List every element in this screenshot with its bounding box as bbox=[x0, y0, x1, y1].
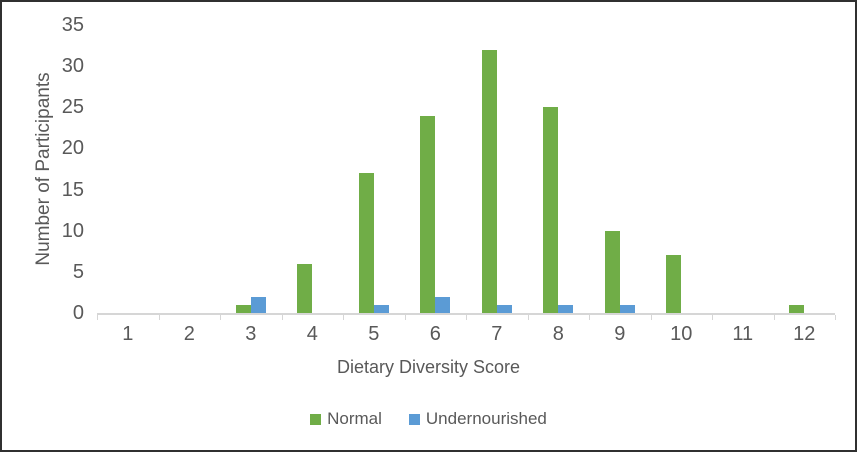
bar-undernourished-8 bbox=[558, 304, 574, 313]
x-axis-tick-mark bbox=[281, 315, 283, 320]
x-axis-tick-mark bbox=[650, 315, 652, 320]
x-axis-tick-mark bbox=[589, 315, 590, 320]
x-axis-tick-mark bbox=[773, 315, 775, 320]
legend-item-undernourished: Undernourished bbox=[408, 409, 547, 429]
bar-normal-4 bbox=[297, 263, 313, 313]
x-axis-tick-label: 1 bbox=[122, 323, 134, 345]
x-axis-tick-mark bbox=[527, 315, 529, 320]
bar-undernourished-3 bbox=[250, 296, 266, 313]
x-axis-tick-label: 5 bbox=[368, 323, 380, 345]
x-axis-tick-label: 11 bbox=[732, 323, 754, 345]
x-axis-tick-label: 6 bbox=[429, 323, 441, 345]
x-axis-tick-label: 12 bbox=[793, 323, 816, 345]
bar-normal-12 bbox=[789, 304, 805, 313]
bar-normal-9 bbox=[604, 230, 620, 313]
x-axis-tick-mark bbox=[712, 315, 713, 320]
x-axis-line bbox=[97, 313, 835, 315]
bar-undernourished-5 bbox=[373, 304, 389, 313]
x-axis-tick-label: 7 bbox=[491, 323, 503, 345]
x-axis-tick-mark bbox=[158, 315, 160, 320]
x-axis-tick-mark bbox=[97, 315, 98, 320]
bar-normal-3 bbox=[235, 304, 251, 313]
legend-item-normal: Normal bbox=[310, 409, 382, 429]
y-axis-tick-label: 0 bbox=[72, 302, 84, 324]
x-axis-tick-mark bbox=[466, 315, 467, 320]
bar-normal-10 bbox=[666, 255, 682, 313]
bar-normal-7 bbox=[481, 49, 497, 313]
bar-normal-6 bbox=[420, 115, 436, 313]
y-axis-tick-label: 15 bbox=[61, 178, 84, 201]
bar-undernourished-6 bbox=[435, 296, 451, 313]
y-axis-tick-label: 10 bbox=[61, 219, 84, 242]
y-axis-tick-label: 25 bbox=[61, 96, 84, 119]
x-axis-tick-label: 10 bbox=[670, 323, 693, 345]
legend-label: Normal bbox=[327, 409, 382, 428]
x-axis-tick-label: 2 bbox=[183, 323, 195, 345]
x-axis-tick-label: 9 bbox=[614, 323, 626, 345]
bar-undernourished-7 bbox=[496, 304, 512, 313]
x-axis-tick-label: 4 bbox=[306, 323, 318, 345]
legend-swatch-undernourished bbox=[408, 413, 420, 425]
x-axis-tick-mark bbox=[835, 315, 836, 320]
y-axis-tick-label: 35 bbox=[61, 14, 84, 36]
y-axis-tick-label: 5 bbox=[72, 260, 84, 283]
legend: Normal Undernourished bbox=[2, 409, 855, 429]
x-axis-tick-label: 8 bbox=[552, 323, 564, 345]
x-axis-tick-mark bbox=[404, 315, 406, 320]
y-axis-tick-label: 20 bbox=[61, 137, 84, 160]
bar-undernourished-9 bbox=[619, 304, 635, 313]
y-axis-tick-label: 30 bbox=[61, 55, 84, 78]
x-axis-tick-mark bbox=[220, 315, 221, 320]
x-axis-tick-mark bbox=[343, 315, 344, 320]
x-axis-title: Dietary Diversity Score bbox=[336, 357, 521, 377]
x-axis-tick-label: 3 bbox=[245, 323, 257, 345]
bar-normal-5 bbox=[358, 173, 374, 313]
bar-normal-8 bbox=[543, 107, 559, 313]
legend-swatch-normal bbox=[310, 413, 322, 425]
legend-label: Undernourished bbox=[425, 409, 547, 428]
